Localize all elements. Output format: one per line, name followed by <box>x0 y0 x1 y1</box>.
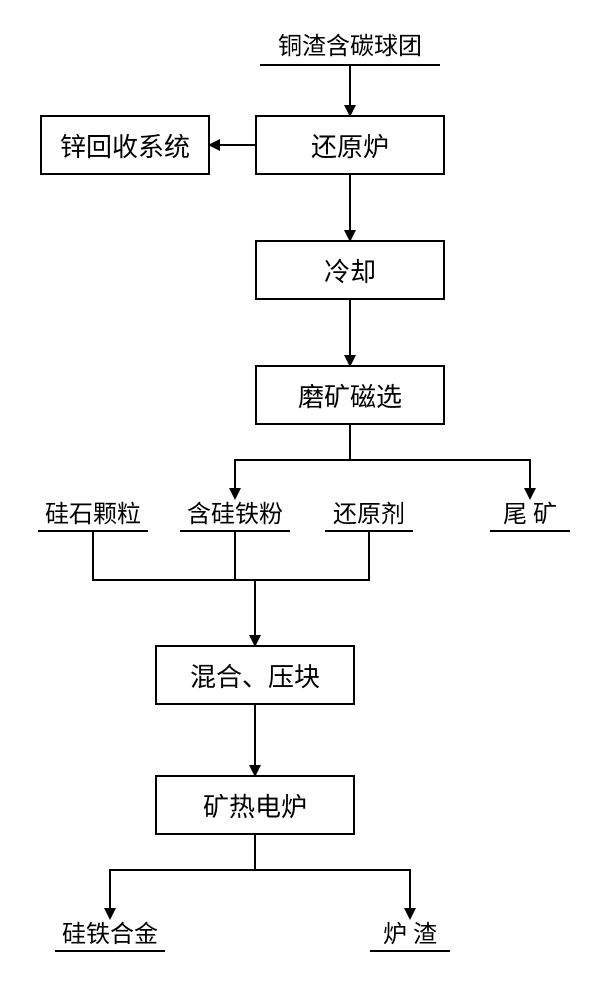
node-reducer-label: 还原剂 <box>333 502 405 528</box>
node-fesi-label: 含硅铁粉 <box>187 502 283 528</box>
node-zinc: 锌回收系统 <box>40 115 210 175</box>
node-zinc-label: 锌回收系统 <box>60 127 190 164</box>
node-input: 铜渣含碳球团 <box>260 30 440 64</box>
node-fesi: 含硅铁粉 <box>180 500 290 530</box>
edge-reducer-mix <box>255 532 369 580</box>
node-mix: 混合、压块 <box>155 645 355 705</box>
edge-grind-tailings <box>350 425 530 498</box>
node-grind-label: 磨矿磁选 <box>298 377 402 414</box>
node-slag: 炉 渣 <box>370 920 450 950</box>
node-silica: 硅石颗粒 <box>38 500 148 530</box>
node-silica-label: 硅石颗粒 <box>45 502 141 528</box>
edge-eaf-alloy <box>110 835 255 918</box>
node-input-label: 铜渣含碳球团 <box>278 34 422 60</box>
node-furnace-label: 还原炉 <box>311 127 389 164</box>
node-mix-label: 混合、压块 <box>190 657 320 694</box>
node-furnace: 还原炉 <box>255 115 445 175</box>
node-cool-label: 冷却 <box>324 252 376 289</box>
node-reducer: 还原剂 <box>325 500 413 530</box>
edge-silica-mix <box>93 532 255 645</box>
node-alloy-label: 硅铁合金 <box>62 922 158 948</box>
node-grind: 磨矿磁选 <box>255 365 445 425</box>
node-tailings: 尾 矿 <box>490 500 570 530</box>
node-cool: 冷却 <box>255 240 445 300</box>
node-tailings-label: 尾 矿 <box>503 502 557 528</box>
edge-eaf-slag <box>255 835 410 918</box>
node-eaf-label: 矿热电炉 <box>203 787 307 824</box>
node-alloy: 硅铁合金 <box>55 920 165 950</box>
node-eaf: 矿热电炉 <box>155 775 355 835</box>
node-slag-label: 炉 渣 <box>383 922 437 948</box>
edge-grind-fesi <box>235 425 350 498</box>
